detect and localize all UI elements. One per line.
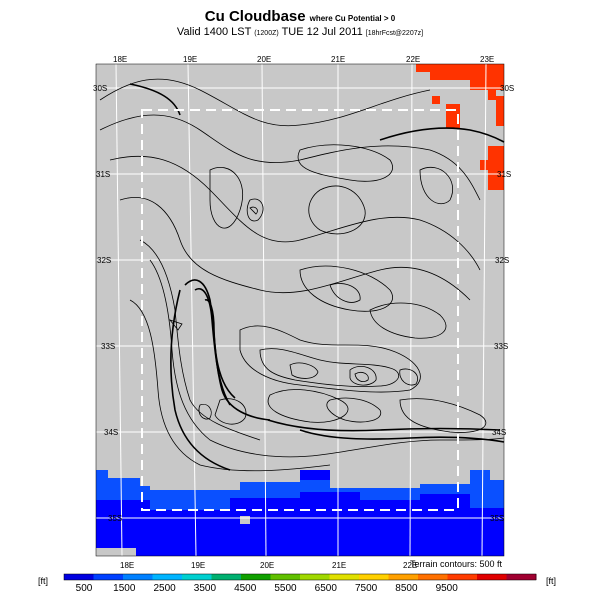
colorbar-cell xyxy=(418,574,448,580)
title-block: Cu Cloudbase where Cu Potential > 0 Valid… xyxy=(0,8,600,38)
colorbar-cell xyxy=(388,574,419,580)
lat-label-right: 32S xyxy=(495,256,509,265)
colorbar-tick-label: 3500 xyxy=(194,583,217,594)
lat-label-left: 33S xyxy=(101,342,115,351)
forecast-tag: [18hrFcst@2207z] xyxy=(365,30,424,37)
lat-label-left: 32S xyxy=(97,256,111,265)
colorbar-cell xyxy=(447,574,478,580)
lat-label-left: 34S xyxy=(104,428,118,437)
lat-label-left: 35S xyxy=(108,514,122,523)
terrain-index-contours xyxy=(129,83,505,471)
colorbar-cell xyxy=(300,574,330,580)
colorbar-unit-left: [ft] xyxy=(38,576,48,586)
colorbar-frame xyxy=(63,573,537,581)
lon-label-bottom: 18E xyxy=(120,561,134,570)
lat-label-right: 31S xyxy=(497,170,511,179)
lon-label-bottom: 19E xyxy=(191,561,205,570)
lon-label-bottom: 20E xyxy=(260,561,274,570)
graticule xyxy=(96,63,504,557)
high-cloudbase-cells xyxy=(416,64,504,190)
lat-labels-left: 30S 31S 32S 33S 34S 35S xyxy=(93,84,122,523)
colorbar-tick-label: 8500 xyxy=(395,583,418,594)
subtitle: Valid 1400 LST (1200Z) TUE 12 Jul 2011 [… xyxy=(0,26,600,38)
lat-label-right: 35S xyxy=(490,514,504,523)
colorbar-cell xyxy=(477,574,507,580)
colorbar-cells xyxy=(63,573,537,581)
colorbar-tick-label: 4500 xyxy=(234,583,257,594)
colorbar-cell xyxy=(359,574,389,580)
lon-label-top: 21E xyxy=(331,55,345,64)
lon-label-top: 20E xyxy=(257,55,271,64)
colorbar-cell xyxy=(152,574,183,580)
colorbar-tick-label: 500 xyxy=(76,583,93,594)
colorbar-tick-label: 9500 xyxy=(436,583,459,594)
lon-label-bottom: 22E xyxy=(403,561,417,570)
colorbar-tick-label: 6500 xyxy=(315,583,338,594)
lon-label-top: 23E xyxy=(480,55,494,64)
ocean-fill xyxy=(96,470,504,556)
lat-label-left: 31S xyxy=(96,170,110,179)
colorbar-tick-labels: 500 1500 2500 3500 4500 5500 6500 7500 8500 9500 xyxy=(76,583,459,594)
colorbar-cell xyxy=(241,574,271,580)
terrain-contours xyxy=(99,78,505,472)
colorbar-cell xyxy=(64,574,94,580)
lat-label-right: 30S xyxy=(500,84,514,93)
lon-label-top: 19E xyxy=(183,55,197,64)
title: Cu Cloudbase where Cu Potential > 0 xyxy=(0,8,600,25)
colorbar-tick-label: 1500 xyxy=(113,583,136,594)
lon-labels-top: 18E 19E 20E 21E 22E 23E xyxy=(113,55,494,64)
valid-time: Valid 1400 LST xyxy=(176,26,252,38)
colorbar-cell xyxy=(182,574,212,580)
title-note: where Cu Potential > 0 xyxy=(309,14,396,23)
colorbar-tick-label: 2500 xyxy=(153,583,176,594)
colorbar-tick-label: 5500 xyxy=(274,583,297,594)
colorbar-cell xyxy=(123,574,153,580)
lat-label-right: 33S xyxy=(494,342,508,351)
lon-label-top: 18E xyxy=(113,55,127,64)
lat-labels-right: 30S 31S 32S 33S 34S 35S xyxy=(490,84,514,523)
lon-label-top: 22E xyxy=(406,55,420,64)
terrain-contour-note: Terrain contours: 500 ft xyxy=(410,559,503,569)
colorbar-cell xyxy=(270,574,301,580)
colorbar-cell xyxy=(506,574,537,580)
colorbar-cell xyxy=(93,574,124,580)
colorbar-unit-right: [ft] xyxy=(546,576,556,586)
colorbar-cell xyxy=(329,574,360,580)
lon-labels-bottom: 18E 19E 20E 21E 22E xyxy=(120,561,417,570)
lon-label-bottom: 21E xyxy=(332,561,346,570)
lat-label-right: 34S xyxy=(492,428,506,437)
colorbar: [ft] [ft] 500 1500 2500 3500 4500 5500 6500 750… xyxy=(38,573,556,594)
inner-domain-boundary xyxy=(141,109,459,511)
run-time: (1200Z) xyxy=(254,30,279,37)
colorbar-tick-label: 7500 xyxy=(355,583,378,594)
title-text: Cu Cloudbase xyxy=(204,8,306,25)
valid-date: TUE 12 Jul 2011 xyxy=(281,26,363,38)
lat-label-left: 30S xyxy=(93,84,107,93)
colorbar-cell xyxy=(211,574,242,580)
plot-frame xyxy=(95,63,505,557)
